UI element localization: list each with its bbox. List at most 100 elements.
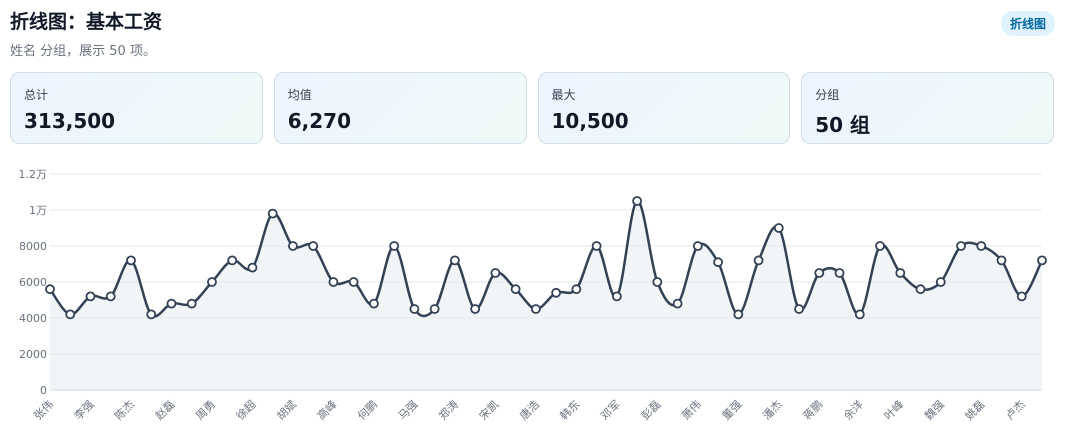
- data-point: [267, 208, 278, 219]
- series-points: [45, 196, 1047, 320]
- x-tick-label: 宋凯: [476, 397, 501, 422]
- x-tick-label: 彭磊: [638, 397, 663, 422]
- data-point: [591, 241, 602, 251]
- stat-label-max: 最大: [551, 88, 576, 102]
- x-tick-label: 余洋: [840, 397, 865, 422]
- stat-card-total: 总计 313,500: [10, 72, 263, 144]
- x-tick-label: 胡斌: [274, 397, 299, 422]
- x-tick-label: 赵磊: [152, 397, 177, 422]
- x-tick-label: 韩东: [557, 397, 582, 422]
- chart-type-badge: 折线图: [1000, 11, 1055, 36]
- data-point: [105, 291, 116, 302]
- data-point: [652, 277, 663, 287]
- data-point: [753, 255, 764, 266]
- data-point: [490, 268, 501, 278]
- stats-cards: 总计 313,500 均值 6,270 最大 10,500 分组 50 组: [10, 72, 1054, 144]
- stat-card-max: 最大 10,500: [537, 72, 791, 144]
- data-point: [672, 298, 683, 309]
- x-tick-label: 潘杰: [760, 398, 785, 423]
- x-tick-label: 蒋鹏: [801, 398, 826, 423]
- data-point: [186, 298, 197, 309]
- data-point: [733, 309, 744, 320]
- data-point: [996, 255, 1007, 266]
- data-point: [328, 277, 339, 287]
- data-point: [369, 298, 379, 309]
- data-point: [976, 241, 987, 251]
- data-point: [935, 277, 946, 287]
- x-tick-label: 徐超: [233, 397, 258, 422]
- x-tick-label: 叶峰: [882, 398, 907, 423]
- data-point: [915, 284, 926, 295]
- data-point: [1016, 291, 1027, 302]
- y-tick-label: 1.2万: [19, 168, 48, 181]
- stat-card-groups: 分组 50 组: [801, 72, 1054, 144]
- stat-value-total: 313,500: [24, 109, 116, 133]
- data-point: [65, 309, 76, 320]
- data-point: [611, 291, 622, 302]
- data-point: [895, 268, 906, 278]
- data-point: [1037, 255, 1047, 266]
- data-point: [854, 309, 865, 320]
- data-point: [247, 262, 258, 273]
- data-point: [389, 241, 400, 251]
- x-tick-label: 邓军: [598, 398, 623, 423]
- stat-value-max: 10,500: [551, 109, 629, 133]
- line-chart: 0 2000 4000 6000 8000 1万 1.2万 张伟 李强 陈杰 赵磊 周勇 徐超 胡斌 高峰…: [19, 168, 1047, 423]
- x-tick-label: 董强: [720, 398, 745, 423]
- data-point: [409, 304, 420, 314]
- data-point: [85, 291, 96, 302]
- stat-card-mean: 均值 6,270: [273, 72, 527, 144]
- page-subtitle: 姓名 分组，展示 50 项。: [10, 44, 156, 59]
- y-tick-label: 6000: [19, 276, 47, 289]
- data-point: [956, 241, 966, 251]
- x-tick-label: 唐浩: [517, 397, 542, 422]
- data-point: [571, 284, 582, 295]
- x-tick-label: 张伟: [31, 398, 56, 423]
- data-point: [794, 304, 804, 314]
- stat-value-groups: 50 组: [815, 113, 871, 137]
- x-tick-label: 高峰: [314, 397, 339, 422]
- x-tick-label: 何鹏: [355, 398, 380, 423]
- data-point: [530, 304, 541, 314]
- x-tick-label: 魏强: [921, 397, 946, 422]
- stat-label-groups: 分组: [815, 88, 840, 102]
- y-tick-label: 8000: [19, 240, 47, 253]
- x-tick-label: 郑涛: [436, 397, 461, 422]
- data-point: [348, 277, 359, 287]
- x-tick-label: 姚磊: [962, 397, 987, 422]
- data-point: [449, 255, 460, 266]
- y-axis-ticks: 0 2000 4000 6000 8000 1万 1.2万: [19, 168, 48, 397]
- data-point: [166, 298, 177, 309]
- data-point: [632, 196, 643, 206]
- x-tick-label: 卢杰: [1003, 398, 1028, 423]
- data-point: [126, 255, 136, 266]
- data-point: [551, 287, 562, 298]
- data-point: [146, 309, 157, 320]
- data-point: [227, 255, 238, 266]
- data-point: [308, 241, 319, 251]
- x-tick-label: 萧伟: [679, 398, 704, 423]
- data-point: [773, 223, 784, 233]
- data-point: [470, 304, 481, 314]
- data-point: [834, 268, 845, 278]
- data-point: [207, 277, 217, 287]
- series-area: [50, 200, 1042, 390]
- y-tick-label: 0: [40, 384, 47, 397]
- data-point: [288, 241, 298, 251]
- data-point: [713, 257, 723, 268]
- stat-value-mean: 6,270: [287, 109, 352, 133]
- data-point: [45, 284, 55, 295]
- x-axis-ticks: 张伟 李强 陈杰 赵磊 周勇 徐超 胡斌 高峰 何鹏 马强 郑涛 宋凯 唐浩 韩东 邓军 彭磊 萧伟 董强 潘杰 蒋鹏…: [31, 397, 1028, 422]
- data-point: [692, 241, 703, 251]
- chart-header: 折线图：基本工资 姓名 分组，展示 50 项。 折线图: [10, 8, 1055, 64]
- x-tick-label: 周勇: [193, 398, 218, 423]
- page-title: 折线图：基本工资: [10, 11, 163, 33]
- data-point: [429, 304, 440, 314]
- stat-label-mean: 均值: [287, 88, 312, 102]
- y-tick-label: 1万: [29, 204, 47, 217]
- y-tick-label: 2000: [19, 348, 47, 361]
- y-tick-label: 4000: [19, 312, 47, 325]
- data-point: [875, 241, 885, 251]
- x-tick-label: 马强: [396, 398, 421, 423]
- data-point: [510, 284, 521, 295]
